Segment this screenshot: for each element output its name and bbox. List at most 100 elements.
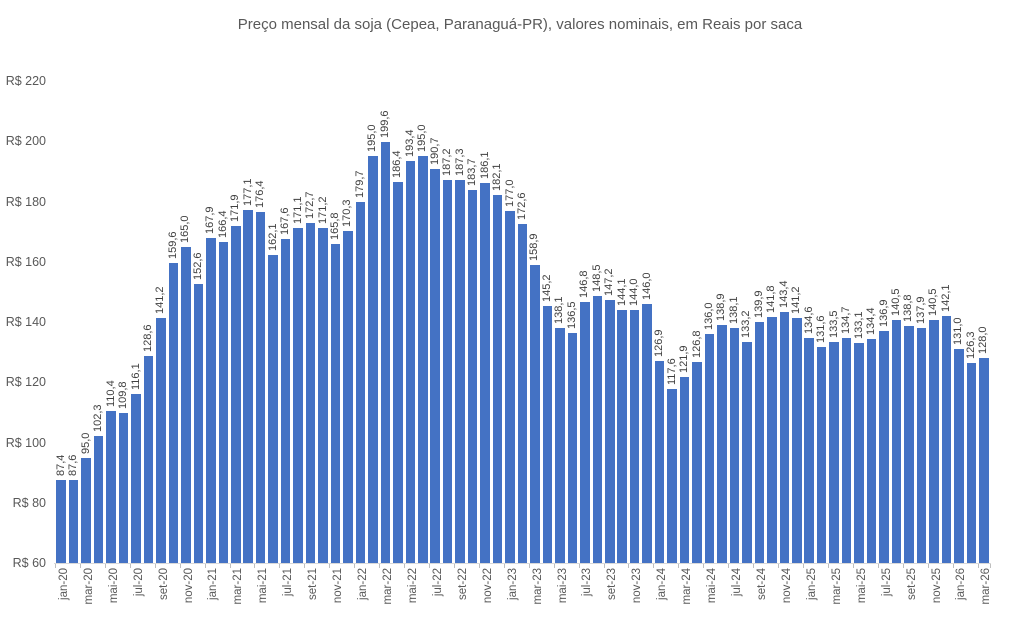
x-axis-tick-label: set-21: [307, 568, 320, 600]
bar: [56, 480, 67, 563]
bar: [617, 309, 628, 563]
x-axis-line: [54, 563, 991, 564]
bar-value-label: 133,2: [740, 310, 753, 339]
bar-value-label: 139,9: [752, 290, 765, 319]
bar: [629, 309, 640, 563]
bar: [206, 237, 216, 563]
x-axis-tick: [728, 564, 730, 568]
x-axis-tick-label: set-22: [456, 568, 469, 600]
x-axis-tick: [927, 564, 929, 568]
bar-value-label: 177,1: [241, 178, 254, 207]
bar: [343, 230, 353, 563]
y-axis-tick-label: R$ 80: [12, 495, 46, 510]
x-axis-tick: [55, 564, 56, 568]
x-axis-tick-label: mai-20: [107, 568, 120, 604]
x-axis-tick-label: mar-21: [232, 568, 245, 605]
x-axis-tick-label: mai-21: [257, 568, 270, 604]
bar-value-label: 131,6: [815, 315, 828, 344]
x-axis-tick-label: mai-23: [556, 568, 569, 604]
bar-value-label: 136,5: [565, 301, 578, 329]
bar: [181, 246, 191, 563]
bar-value-label: 195,0: [416, 124, 429, 153]
bar-value-label: 134,6: [802, 306, 815, 335]
bar: [654, 361, 665, 563]
bar-value-label: 138,8: [902, 294, 915, 322]
bar: [93, 435, 104, 563]
bar-value-label: 182,1: [491, 163, 504, 192]
x-axis-tick-label: jul-23: [581, 568, 594, 597]
bar-value-label: 146,0: [640, 272, 653, 300]
bar: [143, 356, 154, 563]
x-axis-tick: [952, 564, 954, 568]
y-axis-tick-label: R$ 120: [5, 375, 46, 390]
bar-value-label: 133,1: [852, 311, 865, 339]
bar-value-label: 186,1: [478, 151, 491, 180]
x-axis-tick-label: jan-23: [506, 568, 519, 600]
bar-value-label: 143,4: [777, 280, 790, 308]
bar: [791, 318, 802, 563]
x-axis-tick: [154, 564, 156, 568]
bar-value-label: 170,3: [341, 199, 354, 227]
bar-value-label: 87,6: [67, 454, 80, 476]
bar-value-label: 195,0: [366, 124, 379, 153]
x-axis-tick-label: jan-26: [955, 568, 968, 600]
bar: [480, 183, 490, 563]
bar-value-label: 172,7: [304, 191, 317, 220]
x-axis-tick: [79, 564, 81, 568]
x-axis-tick: [503, 564, 505, 568]
x-axis-tick-label: mar-22: [381, 568, 394, 605]
bar: [280, 238, 291, 563]
x-axis-tick: [354, 564, 356, 568]
bar-value-label: 102,3: [92, 404, 105, 432]
bar-value-label: 179,7: [353, 170, 366, 199]
bar: [492, 195, 503, 563]
bar: [268, 255, 278, 563]
bar: [941, 315, 952, 563]
x-axis-tick-label: jan-20: [57, 568, 70, 600]
x-axis-tick-label: mar-24: [681, 568, 694, 605]
bar: [717, 325, 727, 563]
x-axis-tick-label: mai-25: [855, 568, 868, 604]
bar: [804, 338, 815, 563]
bar-value-label: 187,3: [453, 147, 466, 176]
bar-value-label: 144,1: [615, 278, 628, 306]
x-axis-tick: [379, 564, 381, 568]
bar: [417, 156, 428, 563]
bar: [754, 322, 765, 563]
bar-value-label: 134,7: [840, 306, 853, 334]
y-axis-tick-label: R$ 60: [12, 556, 46, 570]
x-axis-tick: [254, 564, 256, 568]
x-axis-tick-label: set-23: [606, 568, 619, 600]
x-axis-tick-label: jul-21: [282, 568, 295, 597]
x-axis-tick-label: mar-26: [980, 568, 993, 605]
x-axis-tick: [678, 564, 680, 568]
bar: [355, 202, 366, 563]
x-axis-tick-label: set-25: [905, 568, 918, 600]
bar: [891, 320, 902, 563]
x-axis-tick: [753, 564, 755, 568]
bar: [542, 306, 553, 563]
x-axis-tick-label: nov-24: [780, 568, 793, 604]
bar: [954, 349, 964, 563]
bar: [904, 325, 914, 563]
x-axis-tick: [204, 564, 206, 568]
bar-value-label: 144,0: [628, 278, 641, 306]
bar: [368, 156, 378, 563]
bar: [517, 223, 528, 563]
bar-value-label: 87,4: [54, 455, 67, 477]
bar: [81, 457, 91, 563]
bar: [604, 300, 615, 563]
x-axis-tick-label: nov-25: [930, 568, 943, 604]
x-axis-tick: [453, 564, 455, 568]
bar-value-label: 141,2: [790, 286, 803, 315]
bar-value-label: 137,9: [914, 296, 927, 325]
bar: [442, 179, 453, 563]
x-axis-tick-label: mai-22: [406, 568, 419, 604]
x-axis-tick: [304, 564, 306, 568]
bar: [679, 376, 690, 563]
bar-value-label: 146,8: [578, 269, 591, 298]
x-axis-tick: [877, 564, 879, 568]
bar: [816, 347, 827, 563]
x-axis-tick-label: set-24: [755, 568, 768, 600]
x-axis-tick: [902, 564, 904, 568]
